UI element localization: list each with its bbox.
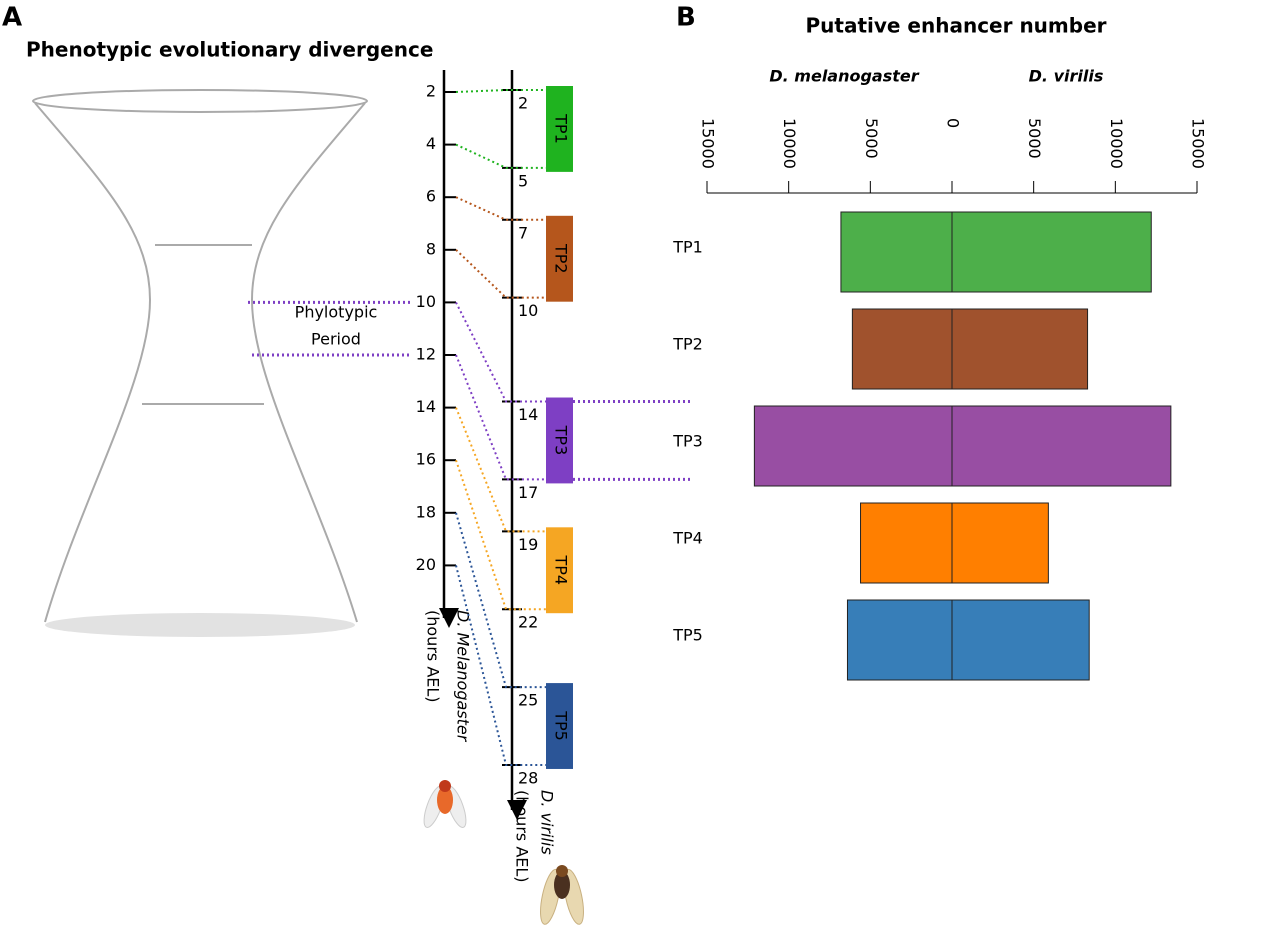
phylotypic-label: Phylotypic: [295, 303, 378, 322]
tick-label: 15000: [699, 118, 718, 169]
category-label: TP4: [672, 529, 703, 548]
bar: [951, 599, 1090, 681]
time-point-label: TP5: [552, 710, 571, 741]
fly-icon: [540, 865, 584, 925]
category-label: TP3: [672, 432, 703, 451]
axis-title: D. virilis (hours AEL): [513, 790, 557, 883]
tick-label: 8: [426, 239, 436, 258]
bar: [846, 599, 953, 681]
category-label: TP5: [672, 626, 703, 645]
connector: [455, 512, 546, 689]
bar: [951, 405, 1172, 487]
time-point-label: TP3: [552, 425, 571, 456]
tick-label: 5000: [862, 118, 881, 159]
tick-label: 10000: [1107, 118, 1126, 169]
tick-label: 5000: [1025, 118, 1044, 159]
tick-label: 0: [944, 118, 963, 128]
time-point-box: [546, 683, 573, 769]
bar: [860, 502, 953, 584]
panel-label: A: [2, 3, 22, 33]
connector: [455, 89, 546, 93]
axis-title-line: D. virilis: [538, 790, 557, 855]
category-label: TP1: [672, 238, 703, 257]
axis-title-line: (hours AEL): [513, 790, 532, 883]
tick-label: 14: [518, 405, 538, 424]
axis-title-line: D. Melanogaster: [454, 610, 473, 743]
tick-label: 12: [416, 345, 436, 364]
phylotypic-label: Period: [311, 330, 361, 349]
tick-label: 10: [518, 301, 538, 320]
connector: [455, 301, 546, 403]
tick-label: 22: [518, 613, 538, 632]
connector: [455, 249, 546, 299]
tick-label: 2: [426, 82, 436, 101]
bar: [840, 211, 953, 293]
bar: [951, 211, 1152, 293]
chart-title: Putative enhancer number: [805, 14, 1106, 38]
time-point-box: [546, 397, 573, 484]
tick-label: 5: [518, 171, 528, 190]
bar: [951, 308, 1089, 390]
time-point-box: [546, 527, 573, 614]
tick-label: 25: [518, 691, 538, 710]
connector: [455, 565, 546, 766]
tick-label: 17: [518, 483, 538, 502]
bar: [951, 502, 1049, 584]
axis-title: D. Melanogaster (hours AEL): [424, 610, 473, 743]
connector: [455, 196, 546, 221]
time-point-label: TP4: [552, 554, 571, 585]
tick-label: 4: [426, 134, 436, 153]
tick-label: 16: [416, 450, 436, 469]
tick-label: 28: [518, 768, 538, 787]
time-point-label: TP1: [552, 113, 571, 144]
connector: [455, 407, 546, 533]
bar: [753, 405, 953, 487]
legend-entry: D. virilis: [1029, 67, 1104, 86]
tick-label: 2: [518, 94, 528, 113]
panel-label: B: [676, 3, 696, 33]
axis-title-line: (hours AEL): [424, 610, 443, 703]
panel-title: Phenotypic evolutionary divergence: [26, 38, 433, 62]
tick-label: 18: [416, 502, 436, 521]
category-label: TP2: [672, 335, 703, 354]
connector: [455, 354, 546, 481]
tick-label: 14: [416, 397, 436, 416]
tick-label: 20: [416, 555, 436, 574]
connector: [455, 143, 546, 169]
tick-label: 6: [426, 187, 436, 206]
tick-label: 7: [518, 223, 528, 242]
hourglass: [32, 89, 368, 637]
legend-entry: D. melanogaster: [769, 67, 919, 86]
tick-label: 10: [416, 292, 436, 311]
tick-label: 15000: [1189, 118, 1208, 169]
time-point-label: TP2: [552, 243, 571, 274]
bar: [851, 308, 953, 390]
tick-label: 19: [518, 535, 538, 554]
time-point-box: [546, 215, 573, 302]
tick-label: 10000: [780, 118, 799, 169]
time-point-box: [546, 86, 573, 172]
fly-icon: [423, 780, 467, 828]
